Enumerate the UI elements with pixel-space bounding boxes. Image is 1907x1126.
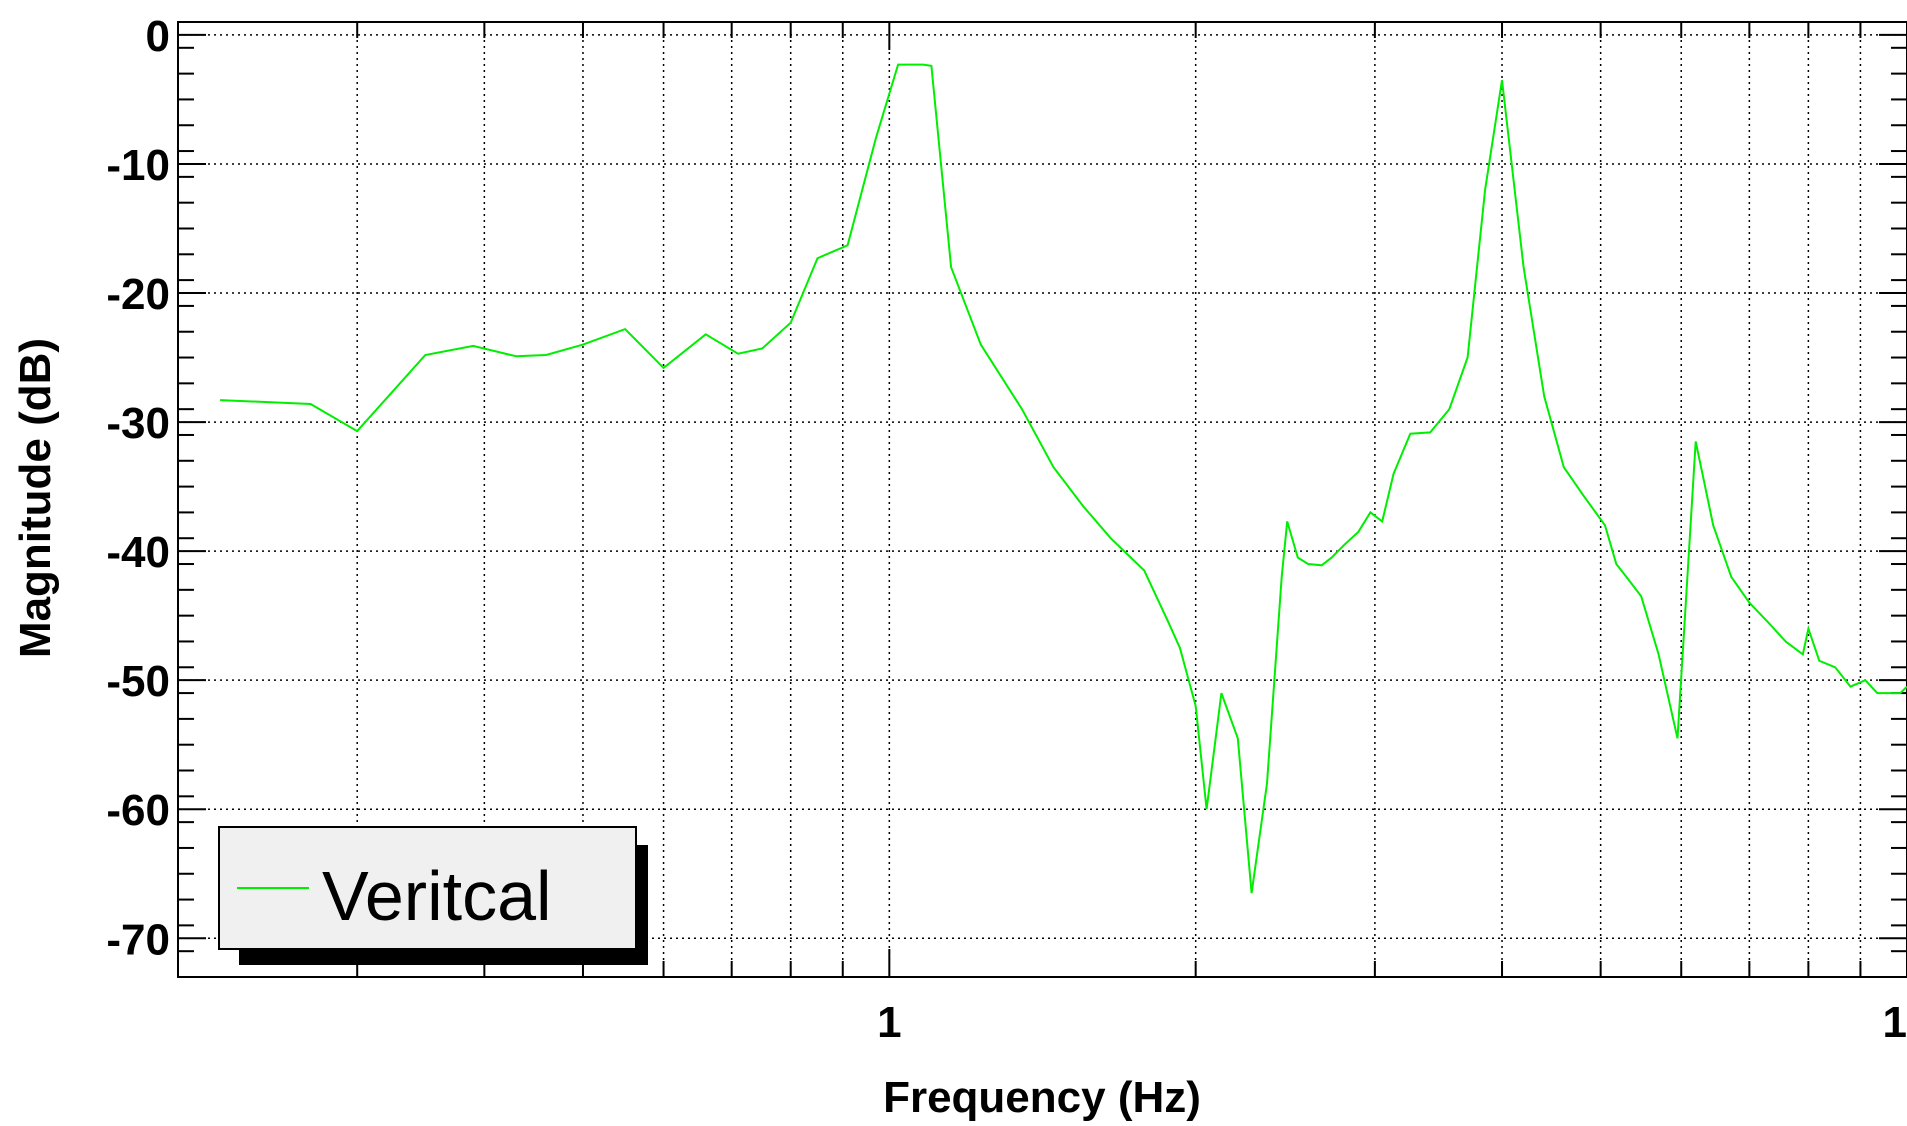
legend-label: Veritcal [322,857,552,935]
y-tick-label: -70 [106,915,170,964]
y-tick-label: -60 [106,786,170,835]
legend: Veritcal [218,826,648,965]
x-axis: 1 10 [177,22,1907,1047]
y-tick-label: -40 [106,528,170,577]
y-axis-title: Magnitude (dB) [11,338,60,658]
y-axis: 0 -10 -20 -30 -40 -50 -60 -70 [106,12,1907,964]
grid [177,22,1907,977]
series-line-veritcal [220,63,1907,894]
y-tick-label: -30 [106,399,170,448]
y-tick-label: -20 [106,270,170,319]
x-tick-label: 1 [877,998,901,1047]
plot-frame [177,21,1907,978]
y-tick-label: 0 [146,12,170,61]
y-tick-label: -50 [106,657,170,706]
x-tick-label: 10 [1883,998,1907,1047]
y-tick-label: -10 [106,141,170,190]
x-axis-title: Frequency (Hz) [883,1073,1201,1122]
